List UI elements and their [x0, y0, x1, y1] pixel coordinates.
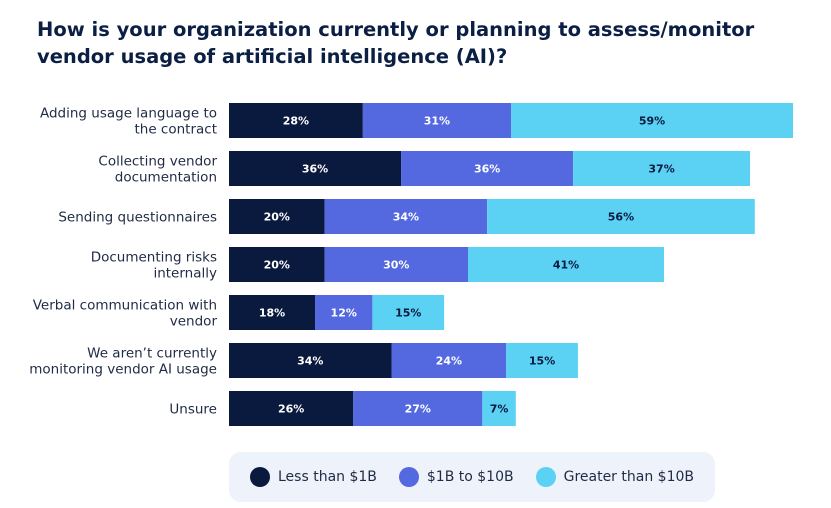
bar-category-1-series-1[interactable] — [229, 103, 363, 138]
data-label-category-1-series-1: 28% — [283, 115, 309, 128]
category-6-label-line: We aren’t currently — [87, 346, 217, 362]
bar-category-3-series-2[interactable] — [324, 199, 488, 234]
category-1-label-line: the contract — [134, 122, 217, 138]
category-2-label-line: Collecting vendor — [98, 154, 217, 170]
legend-label-less-than-1b: Less than $1B — [278, 469, 377, 485]
data-label-category-6-series-2: 24% — [436, 355, 462, 368]
data-label-category-1-series-3: 59% — [639, 115, 665, 128]
bar-category-5-series-1[interactable] — [229, 295, 316, 330]
category-5-label: Verbal communication with vendor — [33, 298, 218, 330]
category-2-label-line: documentation — [115, 170, 217, 186]
category-4-label-line: Documenting risks — [91, 250, 217, 266]
data-label-category-7-series-2: 27% — [405, 403, 431, 416]
legend-item-less-than-1b[interactable]: Less than $1B — [250, 467, 377, 487]
data-label-category-2-series-3: 37% — [648, 163, 674, 176]
bar-category-2-series-2[interactable] — [401, 151, 574, 186]
bar-category-4-series-3[interactable] — [468, 247, 664, 282]
chart-legend: Less than $1B $1B to $10B Greater than $… — [229, 452, 715, 502]
category-6-label-line: monitoring vendor AI usage — [29, 362, 217, 378]
data-label-category-5-series-1: 18% — [259, 307, 285, 320]
data-label-category-5-series-3: 15% — [395, 307, 421, 320]
data-label-category-4-series-1: 20% — [264, 259, 290, 272]
data-label-category-3-series-3: 56% — [608, 211, 634, 224]
legend-item-greater-than-10b[interactable]: Greater than $10B — [535, 467, 694, 487]
data-label-category-5-series-2: 12% — [331, 307, 357, 320]
legend-label-1b-to-10b: $1B to $10B — [426, 469, 514, 485]
legend-label-greater-than-10b: Greater than $10B — [563, 469, 694, 485]
category-3-label-line: Sending questionnaires — [58, 210, 217, 226]
category-5-label-line: Verbal communication with — [33, 298, 217, 314]
category-3-label: Sending questionnaires — [58, 210, 217, 226]
data-label-category-3-series-2: 34% — [393, 211, 419, 224]
category-7-label-line: Unsure — [169, 402, 217, 418]
legend-swatch-1b-to-10b — [398, 467, 419, 487]
bar-category-2-series-3[interactable] — [573, 151, 751, 186]
data-label-category-4-series-3: 41% — [553, 259, 579, 272]
data-label-category-6-series-3: 15% — [529, 355, 555, 368]
data-label-category-6-series-1: 34% — [297, 355, 323, 368]
category-1-label: Adding usage language to the contract — [40, 106, 217, 138]
bar-category-2-series-1[interactable] — [229, 151, 402, 186]
data-label-category-2-series-1: 36% — [302, 163, 328, 176]
data-label-category-2-series-2: 36% — [474, 163, 500, 176]
category-4-label: Documenting risks internally — [91, 250, 217, 282]
category-6-label: We aren’t currently monitoring vendor AI … — [29, 346, 217, 378]
bar-category-6-series-2[interactable] — [391, 343, 507, 378]
data-label-category-1-series-2: 31% — [424, 115, 450, 128]
bar-category-6-series-3[interactable] — [506, 343, 578, 378]
category-4-label-line: internally — [153, 266, 217, 282]
data-label-category-7-series-3: 7% — [490, 403, 509, 416]
data-label-category-7-series-1: 26% — [278, 403, 304, 416]
bar-category-7-series-2[interactable] — [353, 391, 483, 426]
bar-category-1-series-2[interactable] — [362, 103, 512, 138]
bar-category-4-series-2[interactable] — [324, 247, 468, 282]
bar-category-5-series-2[interactable] — [315, 295, 373, 330]
bar-category-7-series-1[interactable] — [229, 391, 354, 426]
category-5-label-line: vendor — [170, 314, 218, 330]
bar-category-7-series-3[interactable] — [482, 391, 516, 426]
bar-category-3-series-3[interactable] — [487, 199, 755, 234]
data-label-category-3-series-1: 20% — [264, 211, 290, 224]
category-2-label: Collecting vendor documentation — [98, 154, 217, 186]
data-label-category-4-series-2: 30% — [383, 259, 409, 272]
bar-category-5-series-3[interactable] — [372, 295, 445, 330]
bar-category-1-series-3[interactable] — [511, 103, 794, 138]
category-1-label-line: Adding usage language to — [40, 106, 217, 122]
legend-item-1b-to-10b[interactable]: $1B to $10B — [398, 467, 514, 487]
chart-title: How is your organization currently or pl… — [37, 18, 755, 68]
bar-category-6-series-1[interactable] — [229, 343, 392, 378]
category-7-label: Unsure — [169, 402, 217, 418]
legend-swatch-greater-than-10b — [535, 467, 556, 487]
legend-swatch-less-than-1b — [250, 467, 270, 487]
bar-category-4-series-1[interactable] — [229, 247, 325, 282]
bar-category-3-series-1[interactable] — [229, 199, 325, 234]
